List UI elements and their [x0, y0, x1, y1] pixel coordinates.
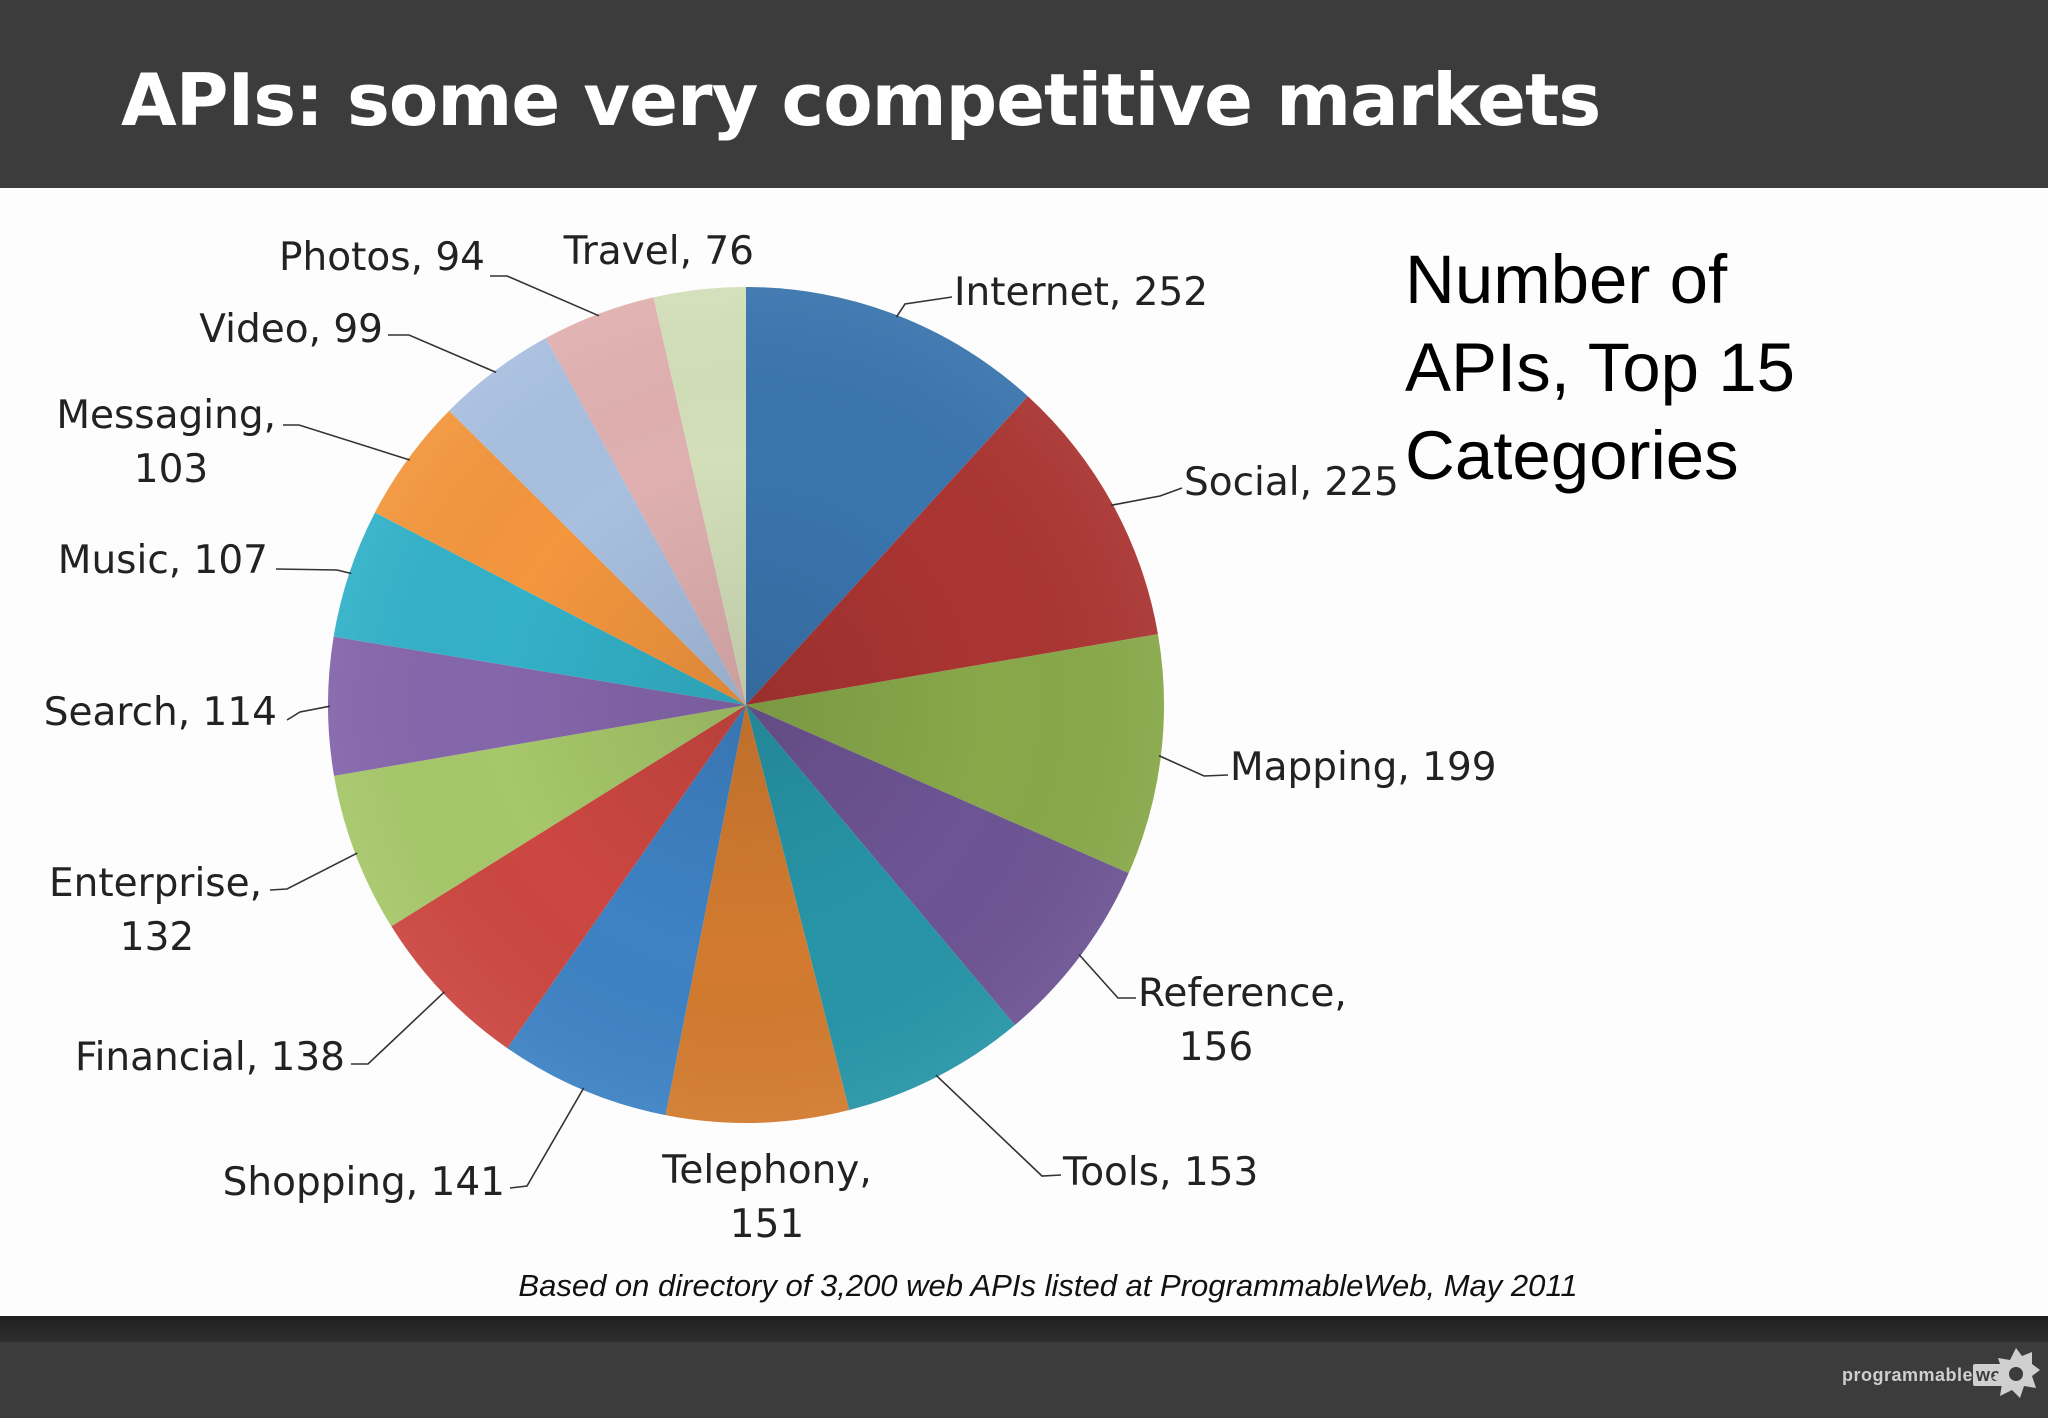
source-note: Based on directory of 3,200 web APIs lis…	[518, 1268, 1578, 1303]
slice-label-travel: Travel, 76	[563, 229, 754, 274]
slice-label-reference: Reference, 156	[1138, 971, 1347, 1070]
leader-line-mapping	[1158, 754, 1229, 777]
slice-label-photos: Photos, 94	[279, 235, 485, 280]
leader-line-internet	[895, 296, 953, 318]
slice-label-enterprise: Enterprise, 132	[49, 861, 262, 960]
pie-shading	[328, 287, 1164, 1123]
slice-label-messaging: Messaging, 103	[56, 393, 276, 492]
leader-line-financial	[351, 991, 446, 1065]
chart-title-line-3: Categories	[1405, 417, 1739, 494]
slide-header: APIs: some very competitive markets	[0, 0, 2048, 188]
slice-label-telephony: Telephony, 151	[661, 1148, 872, 1247]
slide-title: APIs: some very competitive markets	[121, 58, 1601, 142]
leader-line-photos	[490, 275, 600, 317]
leader-line-enterprise	[269, 852, 358, 891]
leader-line-search	[286, 705, 331, 721]
programmableweb-logo: programmable web	[1842, 1342, 2042, 1408]
chart-title-line-1: Number of	[1405, 241, 1728, 318]
leader-line-messaging	[283, 424, 411, 461]
leader-line-music	[275, 568, 352, 575]
leader-line-tools	[935, 1074, 1062, 1177]
slice-label-search: Search, 114	[44, 690, 277, 735]
slice-label-shopping: Shopping, 141	[223, 1160, 505, 1205]
slice-label-internet: Internet, 252	[954, 270, 1208, 315]
chart-title-line-2: APIs, Top 15	[1405, 329, 1795, 406]
slice-label-financial: Financial, 138	[75, 1035, 345, 1080]
slice-label-social: Social, 225	[1184, 460, 1399, 505]
slide-footer	[0, 1342, 2048, 1418]
leader-line-reference	[1078, 953, 1136, 999]
slice-label-video: Video, 99	[199, 307, 383, 352]
leader-line-video	[388, 334, 497, 374]
chart-title: Number of APIs, Top 15 Categories	[1405, 236, 1965, 500]
logo-text-main: programmable	[1842, 1364, 1974, 1385]
leader-line-shopping	[509, 1087, 585, 1189]
leader-lines	[269, 275, 1229, 1189]
footer-shadow	[0, 1316, 2048, 1342]
leader-line-social	[1110, 487, 1183, 507]
slice-label-music: Music, 107	[58, 538, 268, 583]
slice-label-tools: Tools, 153	[1062, 1150, 1258, 1195]
puzzle-gear-icon	[1992, 1348, 2040, 1398]
slice-labels: Internet, 252 Social, 225 Mapping, 199 Refe…	[44, 229, 1497, 1247]
slice-label-mapping: Mapping, 199	[1230, 745, 1497, 790]
